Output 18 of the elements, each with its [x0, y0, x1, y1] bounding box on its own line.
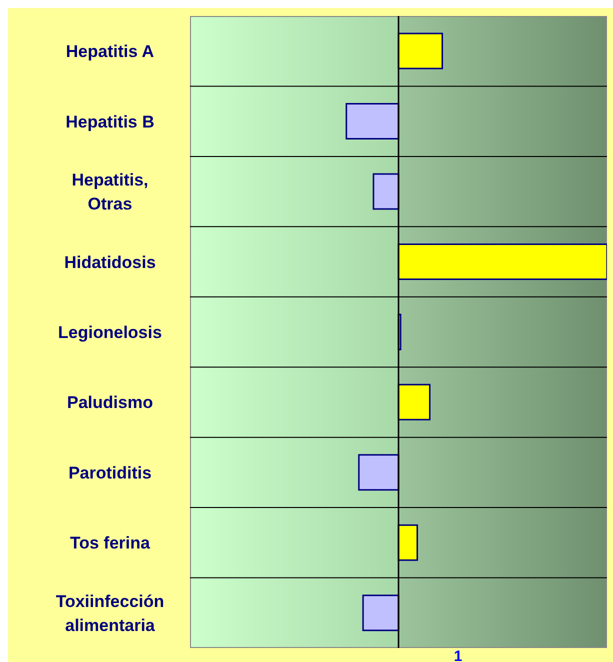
y-tick-label: Tos ferina — [70, 534, 151, 553]
annotation: 1 — [452, 648, 464, 662]
y-tick-label: Toxiinfección alimentaria — [56, 592, 164, 635]
y-tick-label: Hepatitis B — [66, 112, 154, 132]
bar — [372, 173, 400, 210]
bar — [346, 103, 400, 140]
bar — [362, 594, 400, 632]
bar — [398, 384, 431, 420]
bar — [398, 524, 418, 561]
y-tick-label: Parotiditis — [68, 463, 152, 482]
y-tick-label: Hepatitis A — [66, 42, 154, 62]
y-tick-label: Paludismo — [67, 393, 153, 412]
bar — [398, 32, 444, 70]
bar — [398, 243, 607, 280]
y-tick-label: Legionelosis — [58, 323, 162, 342]
bar — [358, 454, 400, 491]
y-tick-label: Hidatidosis — [64, 252, 156, 272]
y-tick-label: Hepatitis, Otras — [72, 170, 148, 214]
